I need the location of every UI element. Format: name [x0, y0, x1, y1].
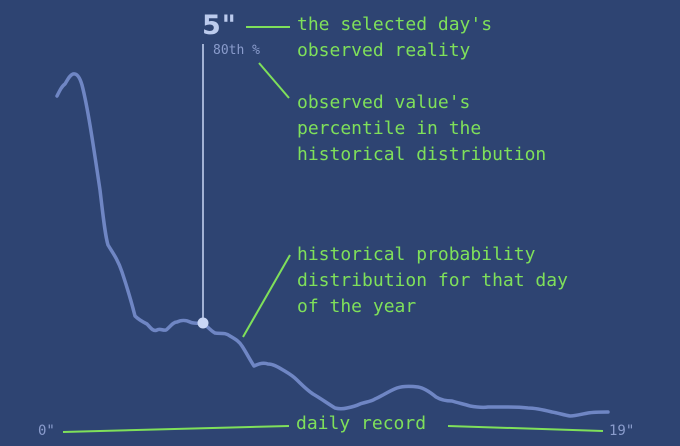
- observed-percentile: 80th %: [213, 43, 260, 58]
- axis-max-label: 19": [609, 423, 635, 439]
- distribution-curve: [55, 72, 610, 418]
- connector-daily-record-right: [447, 425, 604, 432]
- connector-daily-record-left: [62, 425, 290, 433]
- annotation-distribution: historical probability distribution for …: [297, 244, 568, 317]
- observed-marker-dot: [197, 317, 209, 329]
- annotation-percentile: observed value's percentile in the histo…: [297, 92, 547, 165]
- connector-distribution: [242, 254, 291, 338]
- connector-percentile: [258, 62, 290, 99]
- annotation-observed-reality: the selected day's observed reality: [297, 14, 493, 61]
- axis-min-label: 0": [38, 423, 55, 439]
- observed-value: 5": [202, 10, 237, 41]
- annotation-daily-record: daily record: [296, 413, 427, 434]
